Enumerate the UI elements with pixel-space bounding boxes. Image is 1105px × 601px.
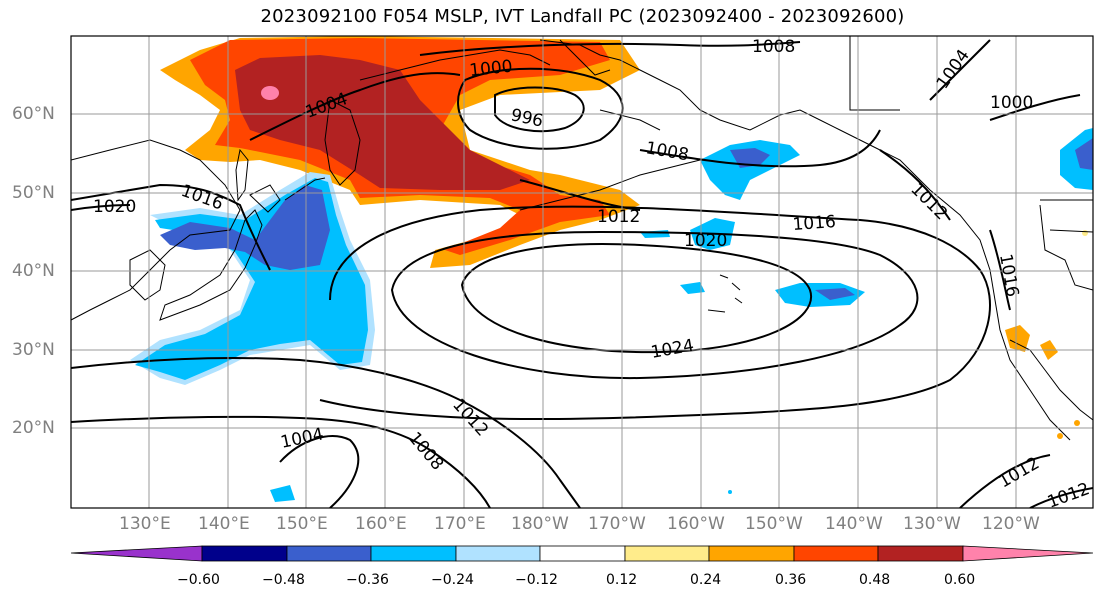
colorbar-tick: 0.48 bbox=[859, 572, 891, 588]
lon-label-170e: 170°E bbox=[434, 514, 486, 534]
isobar-label: 1020 bbox=[93, 197, 136, 217]
isobar-1008-n bbox=[419, 41, 801, 56]
siberia-coast bbox=[359, 49, 551, 81]
lon-label-180w: 180°W bbox=[511, 514, 569, 534]
aleutians bbox=[519, 159, 701, 211]
isobar-996-low bbox=[494, 86, 585, 133]
korea-coast bbox=[129, 249, 166, 301]
japan-honshu bbox=[159, 209, 263, 321]
lon-label-150w: 150°W bbox=[745, 514, 803, 534]
mexico-coast bbox=[1009, 339, 1093, 421]
lon-label-160e: 160°E bbox=[355, 514, 407, 534]
colorbar-tick: −0.24 bbox=[431, 572, 474, 588]
isobar-1008 bbox=[71, 415, 491, 508]
colorbar-segment bbox=[370, 545, 457, 562]
lat-label-20n: 20°N bbox=[12, 418, 55, 438]
colorbar-tick: 0.24 bbox=[690, 572, 722, 588]
ivt-neg0.36-small bbox=[680, 282, 705, 294]
isobar-label: 1020 bbox=[684, 231, 727, 251]
sakhalin bbox=[235, 148, 249, 202]
ivt-neg0.48-bc bbox=[1075, 138, 1093, 170]
hawaii bbox=[707, 274, 743, 313]
isobar-label: 1016 bbox=[792, 212, 837, 235]
lon-label-140w: 140°W bbox=[825, 514, 883, 534]
colorbar-tick: 0.12 bbox=[606, 572, 638, 588]
colorbar-tick: −0.12 bbox=[515, 572, 558, 588]
colorbar-tick: 0.36 bbox=[775, 572, 807, 588]
isobar-1020-w bbox=[71, 204, 131, 211]
ivt-0.48-region bbox=[235, 55, 530, 190]
lat-label-40n: 40°N bbox=[12, 261, 55, 281]
ivt-neg0.36-gulf bbox=[700, 140, 800, 200]
asia-coast bbox=[71, 139, 241, 321]
isobar-1016 bbox=[319, 205, 991, 421]
colorbar-segment bbox=[708, 545, 795, 562]
kamchatka bbox=[324, 99, 361, 186]
isobar-1004-nw bbox=[929, 39, 991, 101]
lon-label-160w: 160°W bbox=[667, 514, 725, 534]
chukotka bbox=[559, 39, 611, 76]
isobar-label: 1000 bbox=[990, 93, 1033, 113]
colorbar-segment bbox=[286, 545, 372, 562]
map-title: 2023092100 F054 MSLP, IVT Landfall PC (2… bbox=[260, 6, 905, 27]
colorbar-tick: −0.36 bbox=[346, 572, 389, 588]
isobar-1024 bbox=[460, 243, 813, 354]
alaska-coast bbox=[539, 39, 1071, 441]
isobar-label: 1012 bbox=[597, 207, 640, 227]
isobar-1008-alaska bbox=[639, 129, 881, 168]
us-state-lines bbox=[1039, 204, 1093, 291]
isobar-1000-low bbox=[457, 67, 624, 150]
colorbar-segment bbox=[793, 545, 879, 562]
lon-label-150e: 150°E bbox=[276, 514, 328, 534]
colorbar-tick: 0.60 bbox=[944, 572, 976, 588]
coastlines bbox=[71, 36, 1093, 441]
colorbar-segment bbox=[455, 545, 541, 562]
lon-label-170w: 170°W bbox=[588, 514, 646, 534]
lon-label-130e: 130°E bbox=[119, 514, 171, 534]
isobar-1004-n bbox=[249, 72, 461, 141]
colorbar-lower-extension bbox=[70, 545, 203, 562]
isobar-1012-coast bbox=[519, 149, 951, 221]
isobar-1020 bbox=[390, 230, 919, 380]
ivt-neg0.48-east bbox=[815, 288, 855, 300]
lat-label-30n: 30°N bbox=[12, 340, 55, 360]
isobar-1012-se2 bbox=[1029, 487, 1093, 508]
ivt-neg0.48-region bbox=[160, 185, 330, 270]
colorbar bbox=[70, 545, 1094, 562]
ivt-0.24-se-coast bbox=[1005, 325, 1030, 352]
isobar-label: 1008 bbox=[752, 37, 795, 57]
isobar-1012-se bbox=[959, 454, 1051, 508]
ivt-neg0.48-gulf bbox=[730, 148, 770, 168]
lon-label-120w: 120°W bbox=[982, 514, 1040, 534]
lat-label-50n: 50°N bbox=[12, 183, 55, 203]
colorbar-tick: −0.60 bbox=[177, 572, 220, 588]
isobar-1016-canada bbox=[989, 229, 1011, 311]
colorbar-segment bbox=[877, 545, 964, 562]
colorbar-segment bbox=[201, 545, 288, 562]
ivt-gt-0.60-spot bbox=[261, 86, 279, 100]
ivt-negative-shading bbox=[130, 128, 1093, 502]
isobar-1004 bbox=[279, 435, 360, 508]
colorbar-segment bbox=[624, 545, 710, 562]
graticule bbox=[71, 36, 1093, 508]
colorbar-tick: −0.48 bbox=[262, 572, 305, 588]
isobar-1000-nw bbox=[989, 94, 1081, 121]
bristol-bay bbox=[599, 109, 661, 131]
kuril-islands bbox=[284, 177, 326, 201]
japan-hokkaido bbox=[249, 184, 281, 213]
lat-label-60n: 60°N bbox=[12, 104, 55, 124]
isobar-label: 1000 bbox=[468, 57, 513, 81]
mslp-isobars bbox=[71, 39, 1093, 508]
lon-label-140e: 140°E bbox=[198, 514, 250, 534]
lon-label-130w: 130°W bbox=[903, 514, 961, 534]
canada-border bbox=[849, 36, 900, 111]
colorbar-segment bbox=[539, 545, 626, 562]
isobar-1012 bbox=[71, 357, 581, 508]
colorbar-upper-extension bbox=[962, 545, 1094, 562]
